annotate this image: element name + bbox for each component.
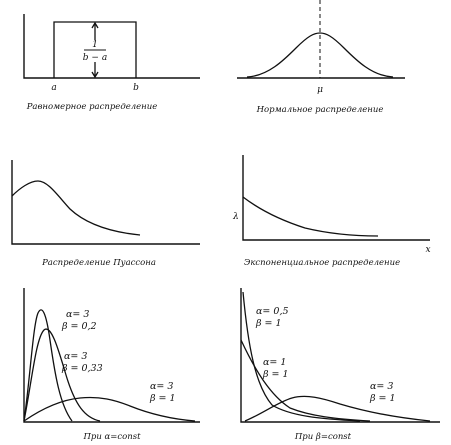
gamma-alpha-param-alpha-3: α= 3 (150, 381, 173, 392)
gamma-alpha-caption: При α=const (82, 432, 141, 442)
normal-caption: Нормальное распределение (256, 105, 384, 115)
uniform-height-denominator: b − a (83, 53, 107, 63)
exponential-caption: Экспоненциальное распределение (244, 258, 400, 268)
uniform-caption: Равномерное распределение (26, 102, 158, 112)
normal-panel: μ Нормальное распределение (237, 0, 405, 115)
exponential-label-x: x (425, 245, 430, 255)
uniform-arrowhead-up (91, 21, 99, 29)
normal-label-mu: μ (317, 85, 323, 95)
gamma-beta-param-alpha-1: α= 0,5 (256, 306, 289, 317)
gamma-beta-caption: При β=const (294, 432, 352, 442)
gamma-alpha-param-beta-1: β = 0,2 (61, 321, 97, 332)
gamma-alpha-param-alpha-1: α= 3 (66, 309, 89, 320)
poisson-axes (11, 160, 200, 245)
gamma-beta-axes (240, 288, 440, 423)
gamma-alpha-curve-beta-1 (23, 396, 196, 422)
gamma-beta-param-alpha-2: α= 1 (263, 357, 286, 368)
gamma-alpha-curve-beta-0-2 (23, 309, 73, 422)
poisson-density-curve (11, 180, 141, 236)
uniform-label-b: b (133, 83, 139, 93)
gamma-alpha-curve-beta-0-33 (23, 328, 101, 422)
exponential-axes (242, 155, 430, 241)
normal-density-curve (246, 32, 394, 78)
gamma-beta-param-beta-2: β = 1 (262, 369, 289, 380)
exponential-panel: λ x Экспоненциальное распределение (232, 155, 431, 268)
gamma-alpha-param-alpha-2: α= 3 (64, 351, 87, 362)
gamma-alpha-param-beta-3: β = 1 (149, 393, 176, 404)
uniform-arrowhead-down (91, 71, 99, 79)
uniform-height-numerator: 1 (92, 40, 98, 50)
gamma-beta-curve-alpha-1 (240, 339, 371, 422)
uniform-axes (23, 14, 200, 79)
gamma-alpha-param-beta-2: β = 0,33 (61, 363, 103, 374)
gamma-beta-param-beta-1: β = 1 (255, 318, 282, 329)
gamma-beta-panel: α= 0,5 β = 1 α= 1 β = 1 α= 3 β = 1 При β… (240, 288, 440, 442)
exponential-label-lambda: λ (232, 212, 239, 222)
exponential-density-curve (242, 196, 379, 237)
gamma-beta-param-alpha-3: α= 3 (370, 381, 393, 392)
gamma-beta-curve-alpha-3 (244, 395, 431, 422)
gamma-alpha-axes (23, 288, 200, 423)
poisson-panel: Распределение Пуассона (11, 160, 200, 268)
poisson-caption: Распределение Пуассона (41, 258, 156, 268)
uniform-panel: 1 b − a a b Равномерное распределение (23, 14, 200, 112)
uniform-label-a: a (51, 83, 56, 93)
gamma-alpha-panel: α= 3 β = 0,2 α= 3 β = 0,33 α= 3 β = 1 Пр… (23, 288, 200, 442)
gamma-beta-param-beta-3: β = 1 (369, 393, 396, 404)
gamma-beta-curve-alpha-0-5 (242, 291, 361, 422)
